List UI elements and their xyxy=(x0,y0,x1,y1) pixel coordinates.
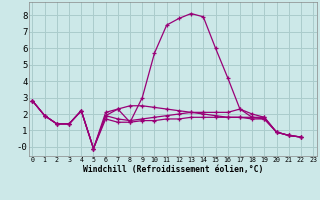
X-axis label: Windchill (Refroidissement éolien,°C): Windchill (Refroidissement éolien,°C) xyxy=(83,165,263,174)
